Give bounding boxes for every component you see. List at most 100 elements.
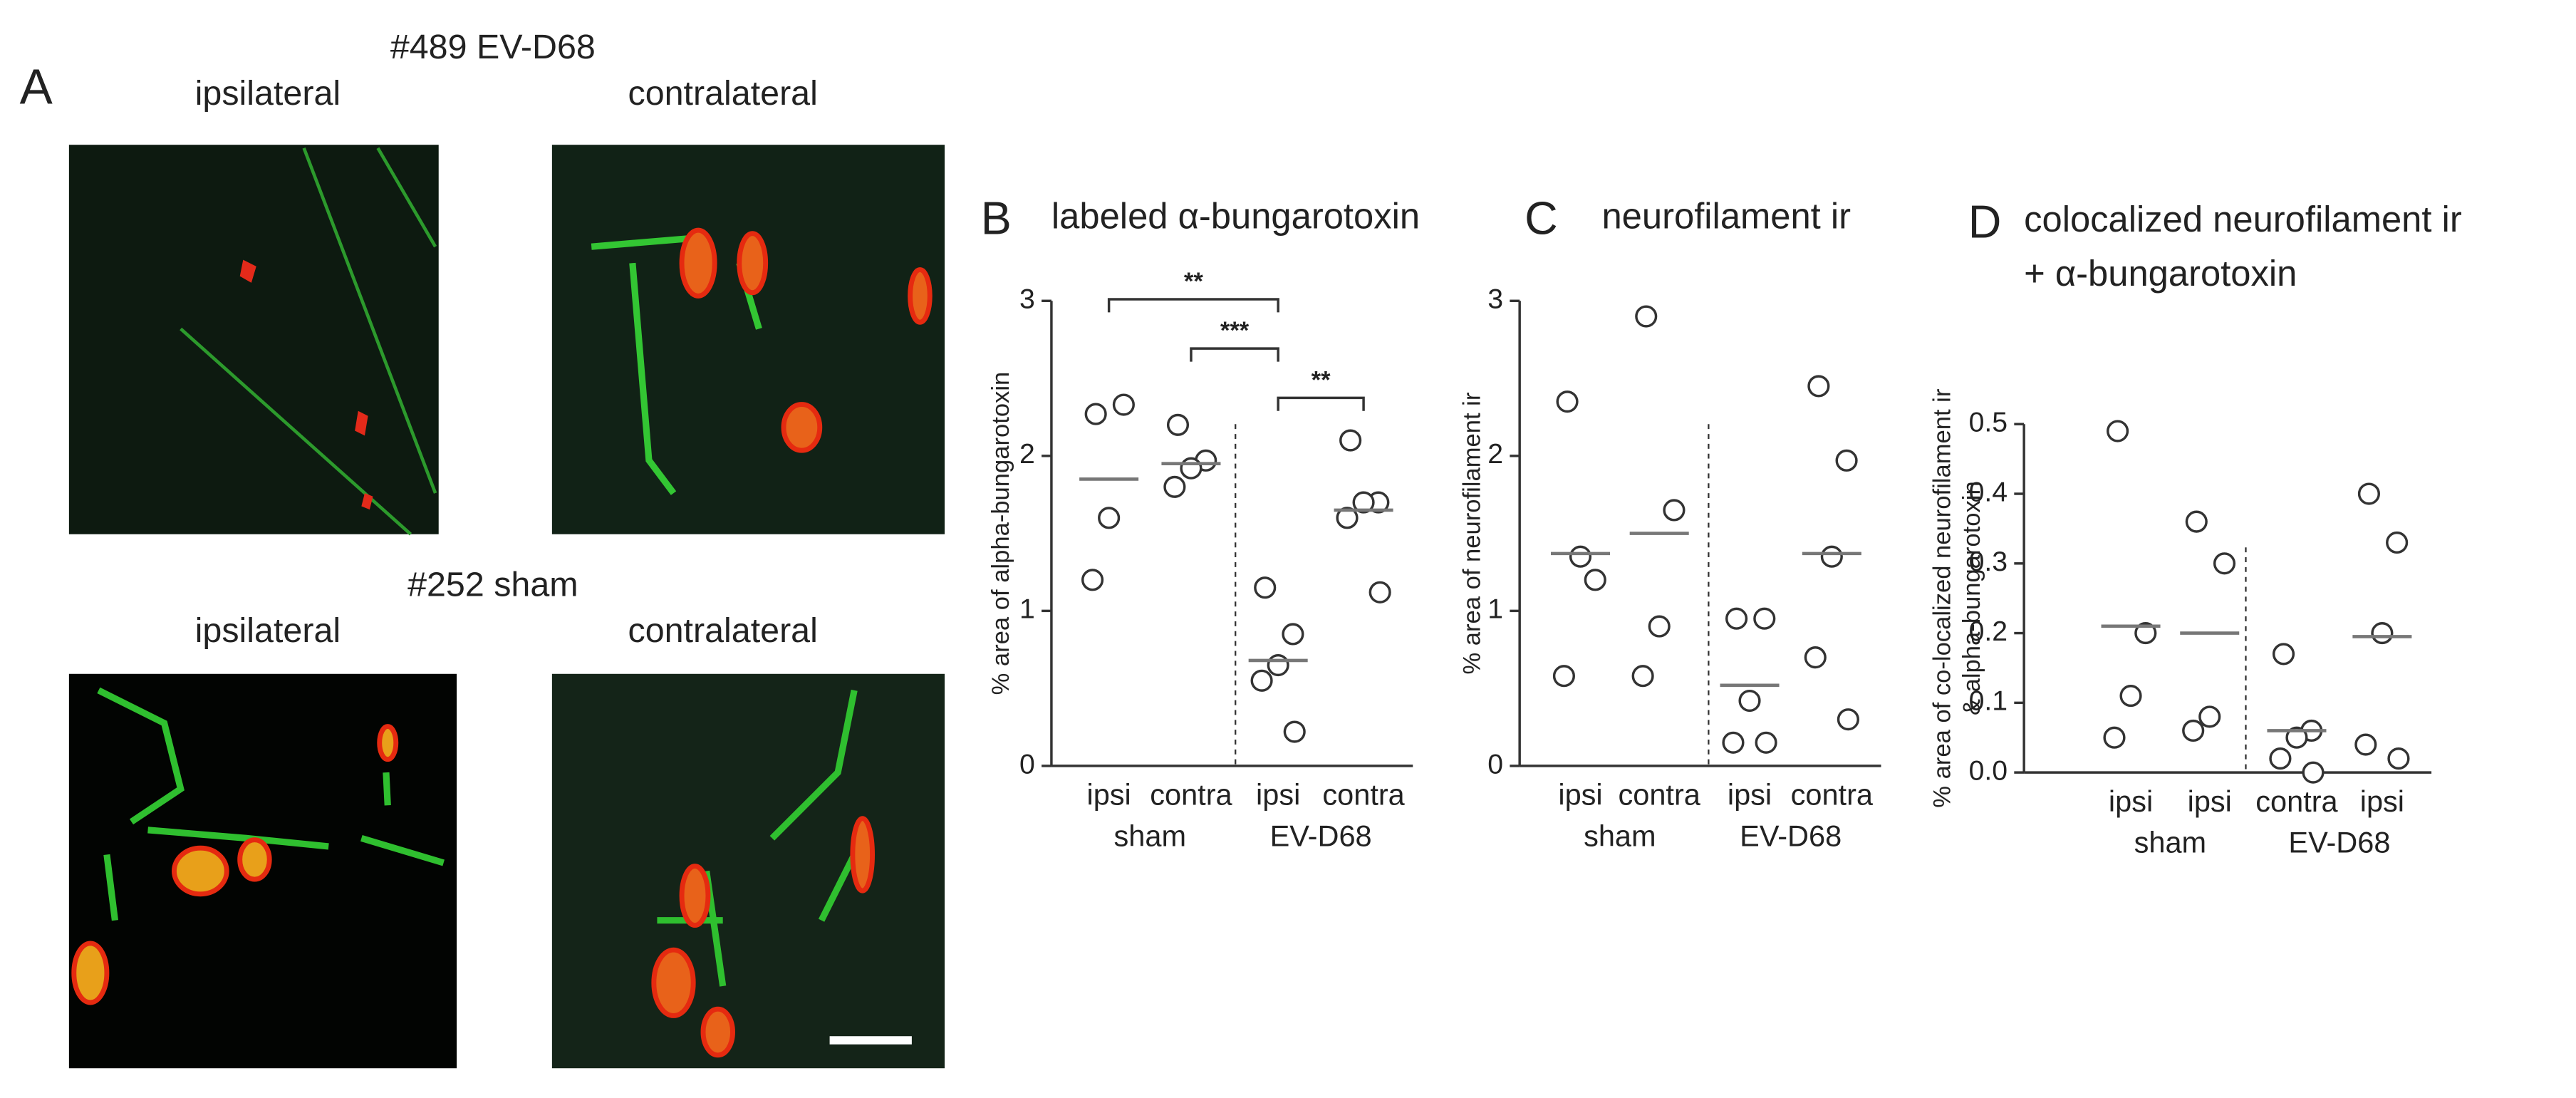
y-tick-label: 0.0 bbox=[1969, 755, 2008, 786]
data-point bbox=[2285, 726, 2308, 749]
chart-title: neurofilament ir bbox=[1601, 195, 1851, 236]
data-point bbox=[1584, 569, 1606, 591]
x-tick-label: ipsi bbox=[2360, 784, 2404, 818]
x-tick-label: contra bbox=[1791, 778, 1874, 812]
significance-label: *** bbox=[1220, 317, 1250, 344]
data-point bbox=[1635, 305, 1658, 328]
data-point bbox=[2371, 622, 2394, 645]
data-point bbox=[2272, 643, 2295, 665]
y-axis-label: % area of co-localized neurofilament ir bbox=[1928, 389, 1956, 808]
data-point bbox=[1112, 393, 1135, 416]
data-point bbox=[1254, 576, 1277, 599]
image-label: ipsilateral bbox=[195, 611, 341, 650]
image-label: contralateral bbox=[628, 611, 817, 650]
data-point bbox=[2354, 733, 2377, 756]
y-tick-label: 2 bbox=[1487, 439, 1503, 470]
panel-label: A bbox=[20, 58, 53, 114]
data-point bbox=[1753, 607, 1776, 630]
y-tick-label: 3 bbox=[1487, 284, 1503, 315]
chart-title: + α-bungarotoxin bbox=[2024, 253, 2297, 294]
data-point bbox=[1725, 607, 1748, 630]
y-axis-label: % area of alpha-bungarotoxin bbox=[987, 372, 1014, 695]
data-point bbox=[1835, 449, 1858, 472]
chart-title: labeled α-bungarotoxin bbox=[1051, 195, 1420, 236]
y-axis-label: & alpha-bungarotoxin bbox=[1958, 481, 1985, 715]
panel-label: D bbox=[1968, 196, 2002, 247]
data-point bbox=[2185, 510, 2208, 533]
y-tick-label: 0.1 bbox=[1969, 686, 2008, 717]
image-label: ipsilateral bbox=[195, 74, 341, 113]
group-label: sham bbox=[1114, 819, 1186, 852]
data-point bbox=[1663, 499, 1686, 522]
y-tick-label: 0.3 bbox=[1969, 547, 2008, 577]
x-tick-label: contra bbox=[2255, 784, 2338, 818]
data-point bbox=[1738, 689, 1761, 713]
data-point bbox=[1556, 390, 1579, 413]
x-tick-label: ipsi bbox=[1558, 778, 1602, 812]
data-point bbox=[1569, 545, 1592, 568]
data-point bbox=[1081, 569, 1104, 591]
data-point bbox=[2387, 747, 2410, 770]
data-point bbox=[2103, 726, 2126, 749]
data-point bbox=[1098, 507, 1121, 529]
group-label: EV-D68 bbox=[2288, 826, 2390, 859]
chart-title: colocalized neurofilament ir bbox=[2024, 199, 2462, 239]
micrograph bbox=[68, 145, 439, 536]
data-point bbox=[2269, 747, 2292, 770]
data-point bbox=[1631, 665, 1654, 688]
significance-bracket bbox=[1277, 396, 1365, 411]
data-point bbox=[1722, 731, 1745, 754]
y-axis-label: % area of neurofilament ir bbox=[1459, 393, 1486, 675]
data-point bbox=[2134, 622, 2157, 645]
y-tick-label: 3 bbox=[1019, 284, 1035, 315]
data-point bbox=[1368, 581, 1391, 604]
x-tick-label: contra bbox=[1619, 778, 1701, 812]
data-point bbox=[2198, 705, 2221, 728]
panel-label: C bbox=[1525, 193, 1558, 244]
micrograph bbox=[68, 673, 457, 1069]
y-tick-label: 1 bbox=[1019, 594, 1035, 625]
data-point bbox=[1755, 731, 1777, 754]
group-title: #252 sham bbox=[407, 565, 578, 604]
x-tick-label: contra bbox=[1322, 778, 1405, 812]
data-point bbox=[1648, 615, 1671, 638]
group-label: EV-D68 bbox=[1740, 819, 1842, 852]
significance-bracket bbox=[1190, 347, 1279, 362]
data-point bbox=[1352, 491, 1375, 514]
data-point bbox=[1250, 669, 1273, 692]
y-tick-label: 0 bbox=[1019, 749, 1035, 780]
data-point bbox=[1180, 457, 1203, 480]
y-tick-label: 0 bbox=[1487, 749, 1503, 780]
data-point bbox=[2357, 482, 2380, 505]
data-point bbox=[1807, 375, 1830, 398]
micrograph bbox=[551, 673, 945, 1069]
significance-label: ** bbox=[1184, 268, 1203, 295]
data-point bbox=[2386, 531, 2409, 554]
y-tick-label: 0.2 bbox=[1969, 616, 2008, 647]
data-point bbox=[1282, 623, 1304, 646]
data-point bbox=[1084, 403, 1107, 425]
data-point bbox=[2107, 420, 2129, 442]
data-point bbox=[1820, 545, 1843, 568]
x-tick-label: ipsi bbox=[2109, 784, 2153, 818]
group-label: sham bbox=[1584, 819, 1656, 852]
group-label: sham bbox=[2134, 826, 2206, 859]
image-label: contralateral bbox=[628, 74, 817, 113]
y-tick-label: 0.5 bbox=[1969, 408, 2008, 438]
data-point bbox=[1552, 665, 1575, 688]
x-tick-label: ipsi bbox=[1256, 778, 1300, 812]
data-point bbox=[1339, 429, 1362, 452]
significance-bracket bbox=[1107, 298, 1279, 313]
group-title: #489 EV-D68 bbox=[390, 28, 596, 66]
x-tick-label: ipsi bbox=[2188, 784, 2232, 818]
data-point bbox=[1283, 720, 1306, 743]
data-point bbox=[2182, 719, 2205, 742]
data-point bbox=[2119, 685, 2142, 708]
x-tick-label: contra bbox=[1150, 778, 1232, 812]
x-tick-label: ipsi bbox=[1728, 778, 1772, 812]
panel-a: A #489 EV-D68 ipsilateral contralateral … bbox=[20, 28, 945, 1069]
data-point bbox=[1336, 507, 1359, 529]
data-point bbox=[1166, 413, 1190, 436]
micrograph bbox=[551, 145, 945, 534]
